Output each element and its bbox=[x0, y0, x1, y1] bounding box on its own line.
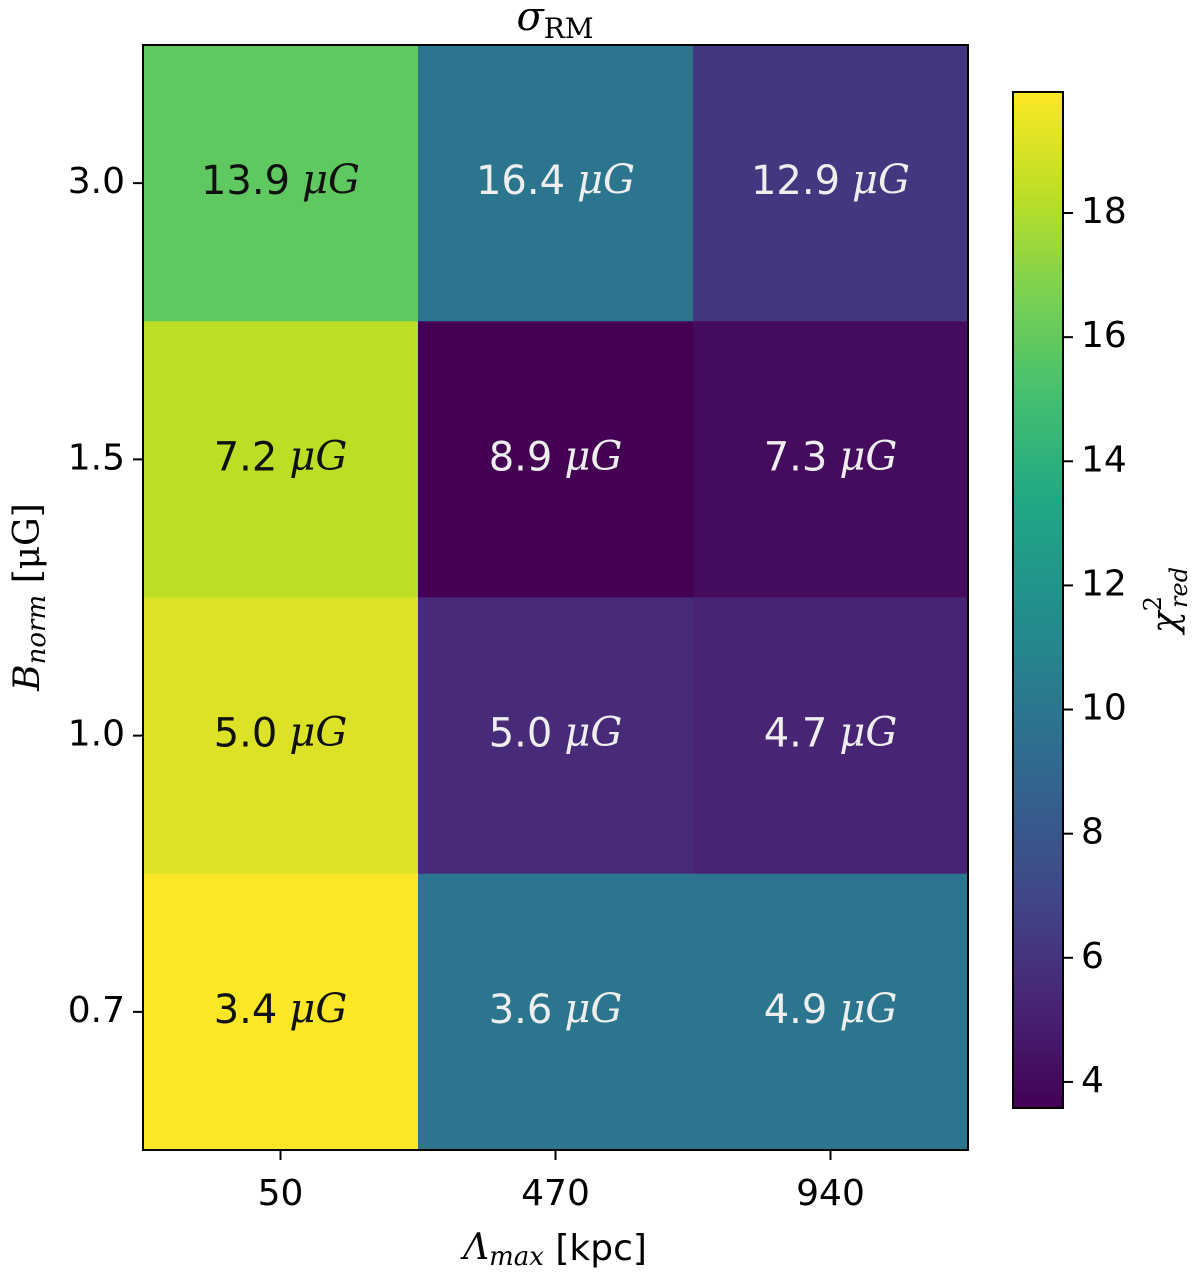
cell-label: 3.4 μG bbox=[214, 986, 348, 1033]
ylabel-sub: norm bbox=[22, 595, 52, 664]
cell-label: 13.9 μG bbox=[201, 157, 360, 204]
cell-label: 12.9 μG bbox=[751, 157, 910, 204]
chart-title: σRM bbox=[516, 0, 593, 45]
colorbar-tick-label: 6 bbox=[1081, 936, 1104, 977]
x-tick-label: 470 bbox=[521, 1173, 590, 1214]
colorbar-tick-label: 8 bbox=[1081, 812, 1104, 853]
colorbar-tick-label: 18 bbox=[1081, 191, 1127, 232]
cell-label-number: 3.6 bbox=[489, 987, 553, 1033]
heatmap-cell bbox=[143, 321, 419, 598]
cell-label: 5.0 μG bbox=[214, 710, 348, 757]
heatmap-cell bbox=[418, 321, 694, 598]
cell-label: 5.0 μG bbox=[489, 710, 623, 757]
colorbar-tick-label: 10 bbox=[1081, 688, 1127, 729]
cell-label-number: 4.7 bbox=[764, 711, 828, 757]
cell-label-number: 4.9 bbox=[764, 987, 828, 1033]
cell-label-number: 12.9 bbox=[751, 158, 840, 204]
cell-label: 7.2 μG bbox=[214, 433, 348, 480]
cell-label-unit: μG bbox=[302, 157, 360, 203]
cbar-sub: red bbox=[1165, 567, 1193, 608]
y-tick-label: 1.5 bbox=[68, 437, 125, 478]
cell-label-unit: μG bbox=[289, 710, 347, 756]
heatmap-cell bbox=[693, 873, 969, 1151]
cell-label-unit: μG bbox=[852, 157, 910, 203]
colorbar-tick-label: 4 bbox=[1081, 1060, 1104, 1101]
y-axis-label: Bnorm [μG] bbox=[7, 503, 52, 692]
x-axis-label: Λmax [kpc] bbox=[460, 1227, 647, 1272]
title-sub: RM bbox=[544, 12, 594, 45]
cell-label-unit: μG bbox=[289, 986, 347, 1032]
colorbar-tick-label: 14 bbox=[1081, 439, 1127, 480]
cell-label-unit: μG bbox=[564, 433, 622, 479]
cell-label-unit: μG bbox=[577, 157, 635, 203]
y-tick-label: 3.0 bbox=[68, 161, 125, 202]
xlabel-symbol: Λ bbox=[460, 1227, 489, 1268]
heatmap-cell bbox=[418, 873, 694, 1151]
cell-label-number: 7.3 bbox=[764, 434, 828, 480]
x-tick-label: 50 bbox=[258, 1173, 304, 1214]
xlabel-rest: [kpc] bbox=[544, 1228, 647, 1269]
colorbar-tick-label: 16 bbox=[1081, 315, 1127, 356]
x-tick-label: 940 bbox=[796, 1173, 865, 1214]
title-symbol: σ bbox=[516, 0, 545, 40]
colorbar-tick-label: 12 bbox=[1081, 563, 1127, 604]
cell-label-unit: μG bbox=[839, 710, 897, 756]
colorbar-label: χ2red bbox=[1139, 567, 1193, 636]
cell-label-number: 13.9 bbox=[201, 158, 290, 204]
cell-label-number: 5.0 bbox=[214, 711, 278, 757]
colorbar bbox=[1012, 91, 1064, 1109]
ylabel-rest: [μG] bbox=[7, 503, 48, 595]
cell-label-unit: μG bbox=[839, 986, 897, 1032]
heatmap-cell bbox=[143, 45, 419, 322]
heatmap-cell bbox=[693, 321, 969, 598]
cell-label: 8.9 μG bbox=[489, 433, 623, 480]
cell-label-number: 16.4 bbox=[476, 158, 565, 204]
cell-label: 4.7 μG bbox=[764, 710, 898, 757]
heatmap-cell bbox=[418, 45, 694, 322]
cell-label-unit: μG bbox=[289, 433, 347, 479]
cell-label-unit: μG bbox=[839, 433, 897, 479]
ylabel-symbol: B bbox=[7, 664, 48, 691]
cell-label: 4.9 μG bbox=[764, 986, 898, 1033]
cell-label-number: 8.9 bbox=[489, 434, 553, 480]
heatmap-cell bbox=[693, 45, 969, 322]
cbar-symbol: χ bbox=[1145, 609, 1186, 636]
cell-label-number: 3.4 bbox=[214, 987, 278, 1033]
heatmap-cell bbox=[143, 873, 419, 1151]
y-tick-label: 1.0 bbox=[68, 714, 125, 755]
xlabel-sub: max bbox=[489, 1242, 544, 1272]
cell-label-unit: μG bbox=[564, 710, 622, 756]
cell-label: 16.4 μG bbox=[476, 157, 635, 204]
cell-label: 3.6 μG bbox=[489, 986, 623, 1033]
cell-label-unit: μG bbox=[564, 986, 622, 1032]
cell-label: 7.3 μG bbox=[764, 433, 898, 480]
heatmap-cell bbox=[693, 597, 969, 875]
cell-label-number: 5.0 bbox=[489, 711, 553, 757]
cbar-sup: 2 bbox=[1139, 596, 1167, 611]
heatmap-cell bbox=[418, 597, 694, 875]
heatmap-cell bbox=[143, 597, 419, 875]
y-tick-label: 0.7 bbox=[68, 990, 125, 1031]
cell-label-number: 7.2 bbox=[214, 434, 278, 480]
